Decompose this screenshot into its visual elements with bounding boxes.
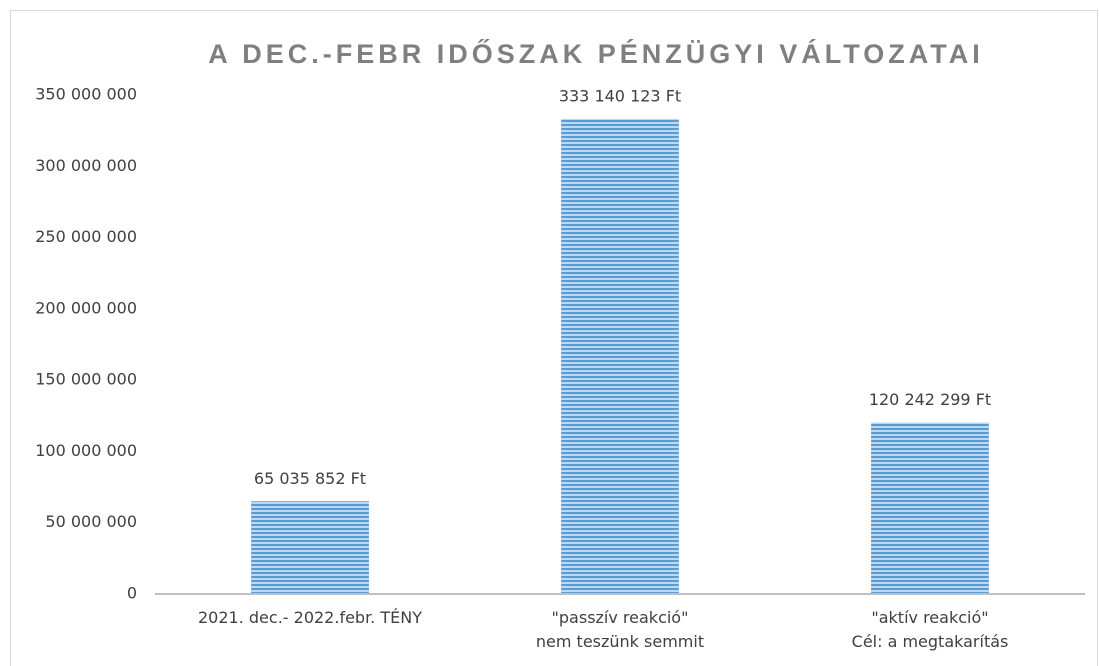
y-tick-label: 250 000 000 bbox=[35, 227, 137, 246]
x-tick-label: "aktív reakció" Cél: a megtakarítás bbox=[852, 608, 1009, 651]
chart-border bbox=[10, 10, 1098, 666]
value-label: 120 242 299 Ft bbox=[869, 390, 991, 409]
y-tick-label: 50 000 000 bbox=[45, 512, 137, 531]
y-tick-label: 0 bbox=[127, 584, 137, 603]
x-tick-line: "passzív reakció" bbox=[552, 608, 689, 627]
y-tick-label: 150 000 000 bbox=[35, 370, 137, 389]
y-tick-label: 350 000 000 bbox=[35, 85, 137, 104]
x-tick-line: 2021. dec.- 2022.febr. TÉNY bbox=[198, 608, 422, 627]
y-tick-label: 200 000 000 bbox=[35, 298, 137, 317]
x-tick-line: nem teszünk semmit bbox=[536, 632, 704, 651]
value-label: 333 140 123 Ft bbox=[559, 87, 681, 106]
value-label: 65 035 852 Ft bbox=[254, 469, 366, 488]
chart-title: A DEC.-FEBR IDŐSZAK PÉNZÜGYI VÁLTOZATAI bbox=[208, 38, 984, 69]
bar bbox=[251, 501, 369, 594]
y-tick-label: 300 000 000 bbox=[35, 156, 137, 175]
bar bbox=[561, 119, 679, 595]
y-tick-label: 100 000 000 bbox=[35, 441, 137, 460]
x-tick-label: "passzív reakció" nem teszünk semmit bbox=[536, 608, 704, 651]
x-tick-line: Cél: a megtakarítás bbox=[852, 632, 1009, 651]
x-tick-label: 2021. dec.- 2022.febr. TÉNY bbox=[198, 608, 422, 627]
x-tick-line: "aktív reakció" bbox=[871, 608, 988, 627]
bar bbox=[871, 422, 989, 594]
